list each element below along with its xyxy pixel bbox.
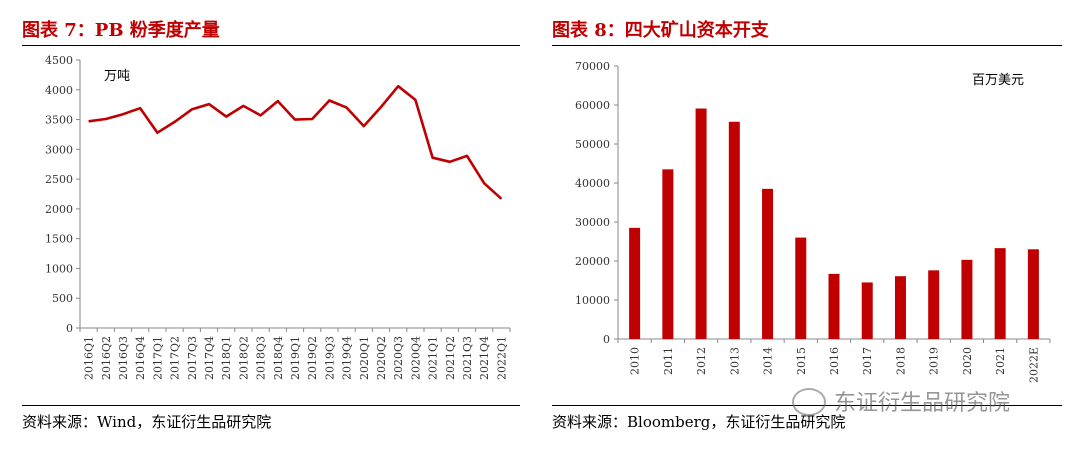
left-figure-title: 图表 7：PB 粉季度产量: [22, 20, 220, 41]
y-tick-label: 4500: [45, 54, 73, 67]
x-tick-label: 2021Q1: [427, 336, 440, 380]
x-tick-label: 2019Q1: [289, 336, 302, 380]
x-tick-label: 2018Q1: [220, 336, 233, 380]
y-tick-label: 20000: [575, 255, 610, 268]
x-tick-label: 2018: [894, 347, 907, 375]
bar: [695, 108, 707, 339]
x-tick-label: 2016Q3: [117, 336, 130, 380]
x-tick-label: 2019: [928, 347, 941, 375]
wechat-icon: [792, 388, 826, 416]
left-source-note: 资料来源：Wind，东证衍生品研究院: [22, 413, 272, 431]
x-tick-label: 2014: [762, 347, 775, 375]
unit-label: 百万美元: [972, 73, 1024, 88]
x-tick-label: 2015: [795, 347, 808, 375]
bar: [662, 169, 674, 339]
watermark-text: 东证衍生品研究院: [834, 391, 1011, 416]
x-tick-label: 2016Q1: [83, 336, 96, 380]
x-tick-label: 2017Q1: [151, 336, 164, 380]
x-tick-label: 2020Q4: [409, 336, 422, 380]
y-tick-label: 0: [603, 333, 610, 346]
x-tick-label: 2016Q4: [134, 336, 147, 380]
bar: [629, 227, 641, 339]
y-tick-label: 10000: [575, 294, 610, 307]
y-tick-label: 3000: [45, 143, 73, 156]
x-tick-label: 2019Q2: [306, 336, 319, 380]
x-tick-label: 2021: [994, 347, 1007, 375]
series-line: [88, 84, 503, 200]
x-tick-label: 2017: [861, 347, 874, 375]
y-tick-label: 2500: [45, 173, 73, 186]
x-tick-label: 2020: [961, 347, 974, 375]
pb-fines-line-chart: 0 500 1000 1500 2000 2500 3000 3500 4000 4500 2016…: [45, 54, 511, 380]
x-tick-label: 2013: [728, 347, 741, 375]
x-tick-label: 2017Q3: [186, 336, 199, 380]
right-source-note: 资料来源：Bloomberg，东证衍生品研究院: [552, 413, 846, 431]
x-tick-label: 2020Q3: [392, 336, 405, 380]
x-tick-label: 2019Q3: [323, 336, 336, 380]
bar: [828, 273, 840, 339]
bar: [928, 270, 940, 339]
x-tick-label: 2020Q1: [358, 336, 371, 380]
right-figure-title: 图表 8：四大矿山资本开支: [552, 20, 769, 41]
y-tick-label: 4000: [45, 84, 73, 97]
x-tick-label: 2019Q4: [341, 336, 354, 380]
x-tick-label: 2022E: [1027, 347, 1040, 383]
left-source-rule: [22, 405, 520, 406]
y-tick-label: 60000: [575, 99, 610, 112]
x-tick-label: 2021Q3: [461, 336, 474, 380]
bar: [861, 282, 873, 339]
bar: [894, 276, 906, 339]
y-tick-label: 40000: [575, 177, 610, 190]
bar: [795, 237, 807, 339]
bar: [961, 259, 973, 339]
y-tick-label: 500: [52, 292, 73, 305]
x-tick-label: 2012: [695, 347, 708, 375]
x-tick-label: 2020Q2: [375, 336, 388, 380]
bar: [728, 121, 740, 340]
y-tick-label: 30000: [575, 216, 610, 229]
y-tick-label: 2000: [45, 203, 73, 216]
y-tick-label: 3500: [45, 114, 73, 127]
x-tick-label: 2018Q3: [255, 336, 268, 380]
y-tick-label: 0: [66, 322, 73, 335]
x-tick-label: 2022Q1: [495, 336, 508, 380]
x-tick-label: 2016Q2: [100, 336, 113, 380]
right-figure-panel: 图表 8：四大矿山资本开支 0 10000 20000 30000 40000 50000…: [552, 0, 1064, 450]
left-title-rule: [22, 45, 520, 46]
left-figure-panel: 图表 7：PB 粉季度产量 0 500 1000 1500 2000 2500 3000 35…: [22, 0, 522, 450]
x-tick-label: 2011: [662, 347, 675, 375]
x-tick-label: 2016: [828, 347, 841, 375]
y-tick-label: 50000: [575, 138, 610, 151]
x-tick-label: 2017Q2: [169, 336, 182, 380]
bar: [1027, 249, 1039, 339]
x-tick-label: 2021Q2: [444, 336, 457, 380]
x-tick-label: 2010: [629, 347, 642, 375]
x-tick-label: 2018Q4: [272, 336, 285, 380]
x-tick-label: 2021Q4: [478, 336, 491, 380]
x-tick-label: 2017Q4: [203, 336, 216, 380]
x-tick-label: 2018Q2: [237, 336, 250, 380]
y-tick-label: 70000: [575, 60, 610, 73]
unit-label: 万吨: [104, 69, 130, 84]
y-tick-label: 1500: [45, 233, 73, 246]
right-title-rule: [552, 45, 1062, 46]
y-tick-label: 1000: [45, 262, 73, 275]
capex-bar-chart: 0 10000 20000 30000 40000 50000 60000 70000 2010…: [575, 60, 1051, 383]
bar: [762, 188, 774, 339]
bar: [994, 248, 1006, 339]
